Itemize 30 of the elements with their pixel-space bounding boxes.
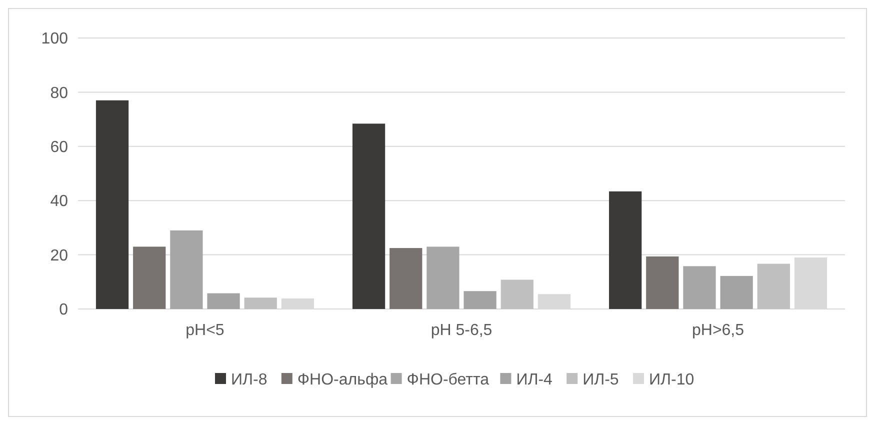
x-tick-label: pH 5-6,5	[430, 322, 492, 339]
legend-label: ФНО-бетта	[406, 372, 490, 389]
y-tick-label: 40	[50, 193, 68, 210]
bar	[133, 246, 166, 309]
bar	[757, 264, 790, 309]
legend-label: ФНО-альфа	[297, 372, 388, 389]
bar	[207, 293, 240, 309]
legend-label: ИЛ-8	[231, 372, 268, 389]
bar	[609, 191, 642, 309]
bar	[646, 256, 679, 309]
legend-label: ИЛ-4	[516, 372, 553, 389]
y-tick-label: 60	[50, 139, 68, 156]
legend-label: ИЛ-5	[582, 372, 619, 389]
x-tick-label: pH<5	[186, 322, 224, 339]
y-tick-label: 80	[50, 84, 68, 102]
bar	[464, 291, 496, 309]
bar	[390, 248, 422, 309]
bar	[426, 246, 460, 309]
bar	[683, 266, 716, 309]
bar	[352, 124, 386, 309]
bar	[500, 280, 534, 309]
bar	[244, 298, 277, 309]
y-tick-label: 0	[59, 302, 68, 319]
bar	[170, 230, 203, 309]
x-tick-label: pH>6,5	[692, 322, 744, 339]
y-tick-label: 20	[50, 247, 68, 264]
legend-label: ИЛ-10	[649, 372, 694, 389]
bar	[96, 100, 129, 309]
y-tick-label: 100	[41, 30, 68, 48]
bar	[720, 276, 753, 309]
